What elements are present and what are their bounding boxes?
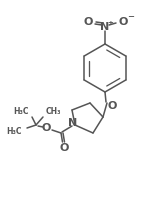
Text: O: O	[59, 143, 69, 153]
Text: O: O	[41, 123, 51, 133]
Text: N: N	[68, 118, 78, 128]
Text: O: O	[118, 17, 128, 27]
Text: H₃C: H₃C	[6, 128, 22, 136]
Text: H₃C: H₃C	[13, 107, 29, 116]
Text: O: O	[83, 17, 93, 27]
Text: −: −	[128, 12, 135, 21]
Text: N: N	[100, 22, 110, 32]
Text: CH₃: CH₃	[45, 107, 61, 116]
Text: +: +	[107, 20, 113, 26]
Text: O: O	[107, 101, 117, 111]
